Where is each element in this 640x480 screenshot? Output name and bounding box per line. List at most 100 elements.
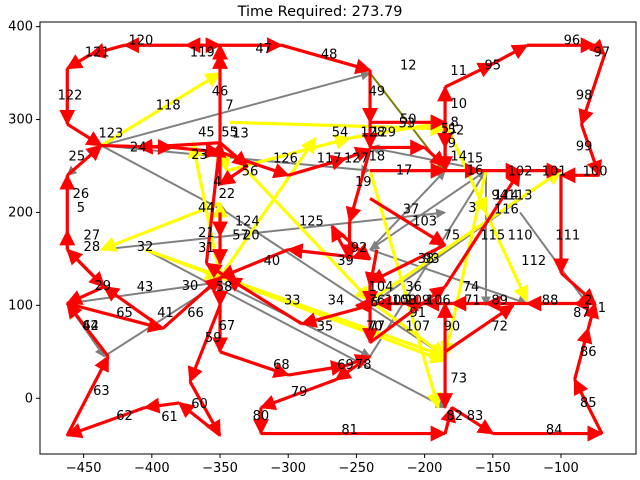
route-edge-red (218, 248, 289, 280)
node-label-60: 60 (191, 397, 208, 412)
node-label-111: 111 (555, 229, 580, 244)
node-label-20: 20 (243, 229, 260, 244)
node-label-105: 105 (385, 294, 410, 309)
node-label-42: 42 (82, 319, 99, 334)
node-label-41: 41 (157, 306, 174, 321)
route-edge-red (440, 406, 456, 434)
route-edge-yellow (232, 155, 372, 302)
node-label-46: 46 (212, 85, 229, 100)
node-label-22: 22 (219, 187, 236, 202)
node-label-25: 25 (69, 150, 86, 165)
node-label-87: 87 (573, 306, 590, 321)
route-edge-red (66, 301, 165, 333)
node-label-19: 19 (355, 175, 372, 190)
route-edge-red (204, 141, 227, 264)
route-edge-red (573, 327, 593, 381)
route-edge-gray (226, 211, 446, 358)
route-edge-red (443, 169, 522, 288)
node-label-122: 122 (58, 88, 83, 103)
route-edge-gray (369, 169, 446, 251)
node-label-92: 92 (351, 241, 368, 256)
route-edge-red (492, 43, 529, 66)
route-edge-yellow (440, 170, 488, 359)
node-label-85: 85 (580, 396, 597, 411)
node-label-69: 69 (337, 358, 354, 373)
node-label-96: 96 (564, 34, 581, 49)
route-edge-red (225, 276, 303, 326)
node-label-88: 88 (542, 294, 559, 309)
node-label-73: 73 (450, 372, 467, 387)
route-edge-red (66, 122, 103, 147)
route-edge-red (451, 406, 495, 435)
route-edge-red (219, 350, 290, 378)
node-label-39: 39 (337, 254, 354, 269)
node-label-48: 48 (321, 48, 338, 63)
route-edge-red (66, 302, 110, 358)
node-label-74: 74 (463, 280, 480, 295)
y-tick-label: 0 (25, 391, 33, 406)
route-edge-red (259, 378, 337, 411)
node-label-38: 38 (418, 252, 435, 267)
node-label-75: 75 (444, 229, 461, 244)
node-label-37: 37 (403, 203, 420, 218)
route-edge-red (573, 378, 604, 435)
route-edge-red (579, 123, 603, 177)
node-label-4: 4 (213, 175, 221, 190)
node-label-102: 102 (508, 165, 533, 180)
x-tick-label: −100 (543, 461, 579, 476)
route-edge-red (334, 355, 371, 381)
node-label-29: 29 (94, 279, 111, 294)
route-edge-red (102, 285, 164, 330)
route-edge-red (65, 53, 92, 70)
route-edge-red (344, 146, 372, 162)
node-label-129: 129 (371, 126, 396, 141)
route-edge-red (369, 197, 447, 247)
node-label-76: 76 (369, 294, 386, 309)
x-tick-label: −300 (270, 461, 306, 476)
node-label-61: 61 (161, 410, 178, 425)
plot-frame (39, 21, 637, 455)
node-label-5: 5 (77, 201, 85, 216)
node-label-113: 113 (508, 189, 533, 204)
node-label-80: 80 (253, 409, 270, 424)
node-label-27: 27 (84, 229, 101, 244)
route-edge-yellow (368, 170, 442, 410)
y-tick-label: 300 (8, 113, 33, 128)
node-label-124: 124 (235, 215, 260, 230)
node-label-3: 3 (468, 201, 476, 216)
node-label-31: 31 (198, 241, 215, 256)
node-label-110: 110 (508, 229, 533, 244)
node-label-128: 128 (360, 126, 385, 141)
node-label-63: 63 (93, 384, 110, 399)
node-label-82: 82 (446, 409, 463, 424)
node-label-84: 84 (546, 423, 563, 438)
node-label-79: 79 (291, 385, 308, 400)
route-edge-red (286, 243, 371, 261)
x-tick-label: −250 (339, 461, 375, 476)
node-label-83: 83 (467, 409, 484, 424)
node-label-121: 121 (85, 46, 110, 61)
route-edge-red (161, 276, 222, 330)
node-label-8: 8 (450, 115, 458, 130)
route-edge-yellow (218, 136, 317, 279)
node-label-21: 21 (198, 226, 215, 241)
route-edge-red (423, 146, 447, 168)
node-label-26: 26 (73, 187, 90, 202)
y-tick-label: 100 (8, 298, 33, 313)
y-tick-label: 200 (8, 205, 33, 220)
route-edge-gray (67, 278, 222, 305)
route-edge-yellow (369, 169, 563, 303)
x-tick-label: −450 (66, 461, 102, 476)
node-label-108: 108 (392, 294, 417, 309)
node-label-28: 28 (84, 240, 101, 255)
x-tick-label: −200 (407, 461, 443, 476)
node-label-35: 35 (317, 320, 334, 335)
route-edge-red (218, 164, 249, 186)
node-label-32: 32 (137, 240, 154, 255)
route-edge-red (66, 144, 103, 177)
node-label-43: 43 (137, 280, 154, 295)
node-label-55: 55 (221, 126, 238, 141)
node-label-52: 52 (448, 124, 465, 139)
node-label-116: 116 (494, 203, 519, 218)
